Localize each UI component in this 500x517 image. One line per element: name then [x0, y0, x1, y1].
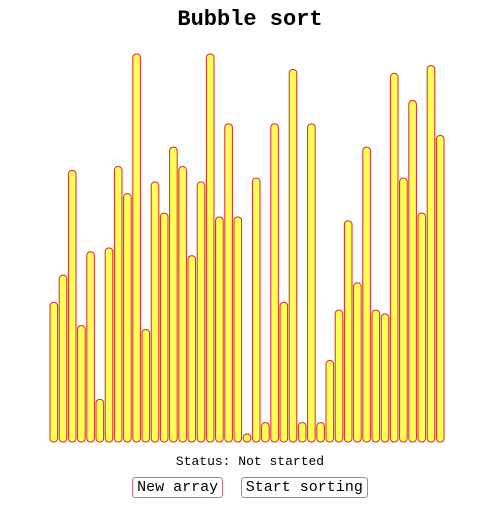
array-bar-36: [380, 313, 390, 443]
array-bar-14: [178, 166, 187, 443]
array-bar-3: [77, 325, 86, 443]
array-bar-22: [251, 177, 261, 443]
array-bar-42: [435, 134, 445, 443]
array-bar-13: [169, 146, 178, 443]
array-bar-32: [343, 220, 353, 443]
array-bar-1: [58, 274, 68, 443]
array-bar-41: [426, 65, 436, 443]
array-bar-10: [141, 328, 151, 443]
array-bar-7: [113, 166, 123, 443]
array-bar-18: [215, 216, 224, 443]
array-bar-20: [233, 216, 243, 443]
status-label: Status:: [175, 454, 231, 469]
array-bar-31: [334, 309, 344, 443]
array-bar-30: [325, 360, 335, 443]
array-bar-15: [187, 255, 197, 443]
start-sorting-button[interactable]: Start sorting: [240, 477, 368, 498]
array-bar-25: [279, 301, 289, 443]
array-bar-27: [297, 422, 307, 443]
status-line: Status: Not started: [0, 454, 500, 470]
array-bar-23: [261, 422, 270, 443]
array-bar-2: [67, 169, 77, 443]
array-bar-40: [417, 212, 427, 443]
array-bar-33: [353, 282, 362, 443]
controls: New array Start sorting: [0, 477, 500, 498]
array-bar-0: [49, 301, 59, 443]
array-bar-12: [159, 212, 169, 443]
array-bar-8: [123, 193, 132, 443]
array-bar-29: [316, 422, 325, 443]
array-bar-26: [288, 69, 298, 443]
array-bar-16: [196, 181, 206, 443]
array-bar-37: [389, 72, 399, 443]
array-bar-9: [132, 53, 141, 443]
array-bar-21: [242, 433, 252, 443]
array-bar-19: [224, 123, 233, 443]
array-bar-35: [371, 309, 381, 443]
array-bar-39: [408, 100, 417, 443]
page-title: Bubble sort: [177, 7, 323, 32]
status-value: Not started: [238, 454, 325, 469]
array-bar-17: [205, 53, 215, 443]
array-bar-28: [307, 123, 316, 443]
array-bar-11: [150, 181, 160, 443]
array-bar-24: [270, 123, 279, 443]
array-bar-34: [362, 146, 371, 443]
array-bar-38: [399, 177, 408, 443]
new-array-button[interactable]: New array: [132, 477, 224, 498]
array-bar-5: [95, 398, 105, 443]
array-bar-6: [104, 247, 114, 443]
array-bar-4: [86, 251, 95, 443]
